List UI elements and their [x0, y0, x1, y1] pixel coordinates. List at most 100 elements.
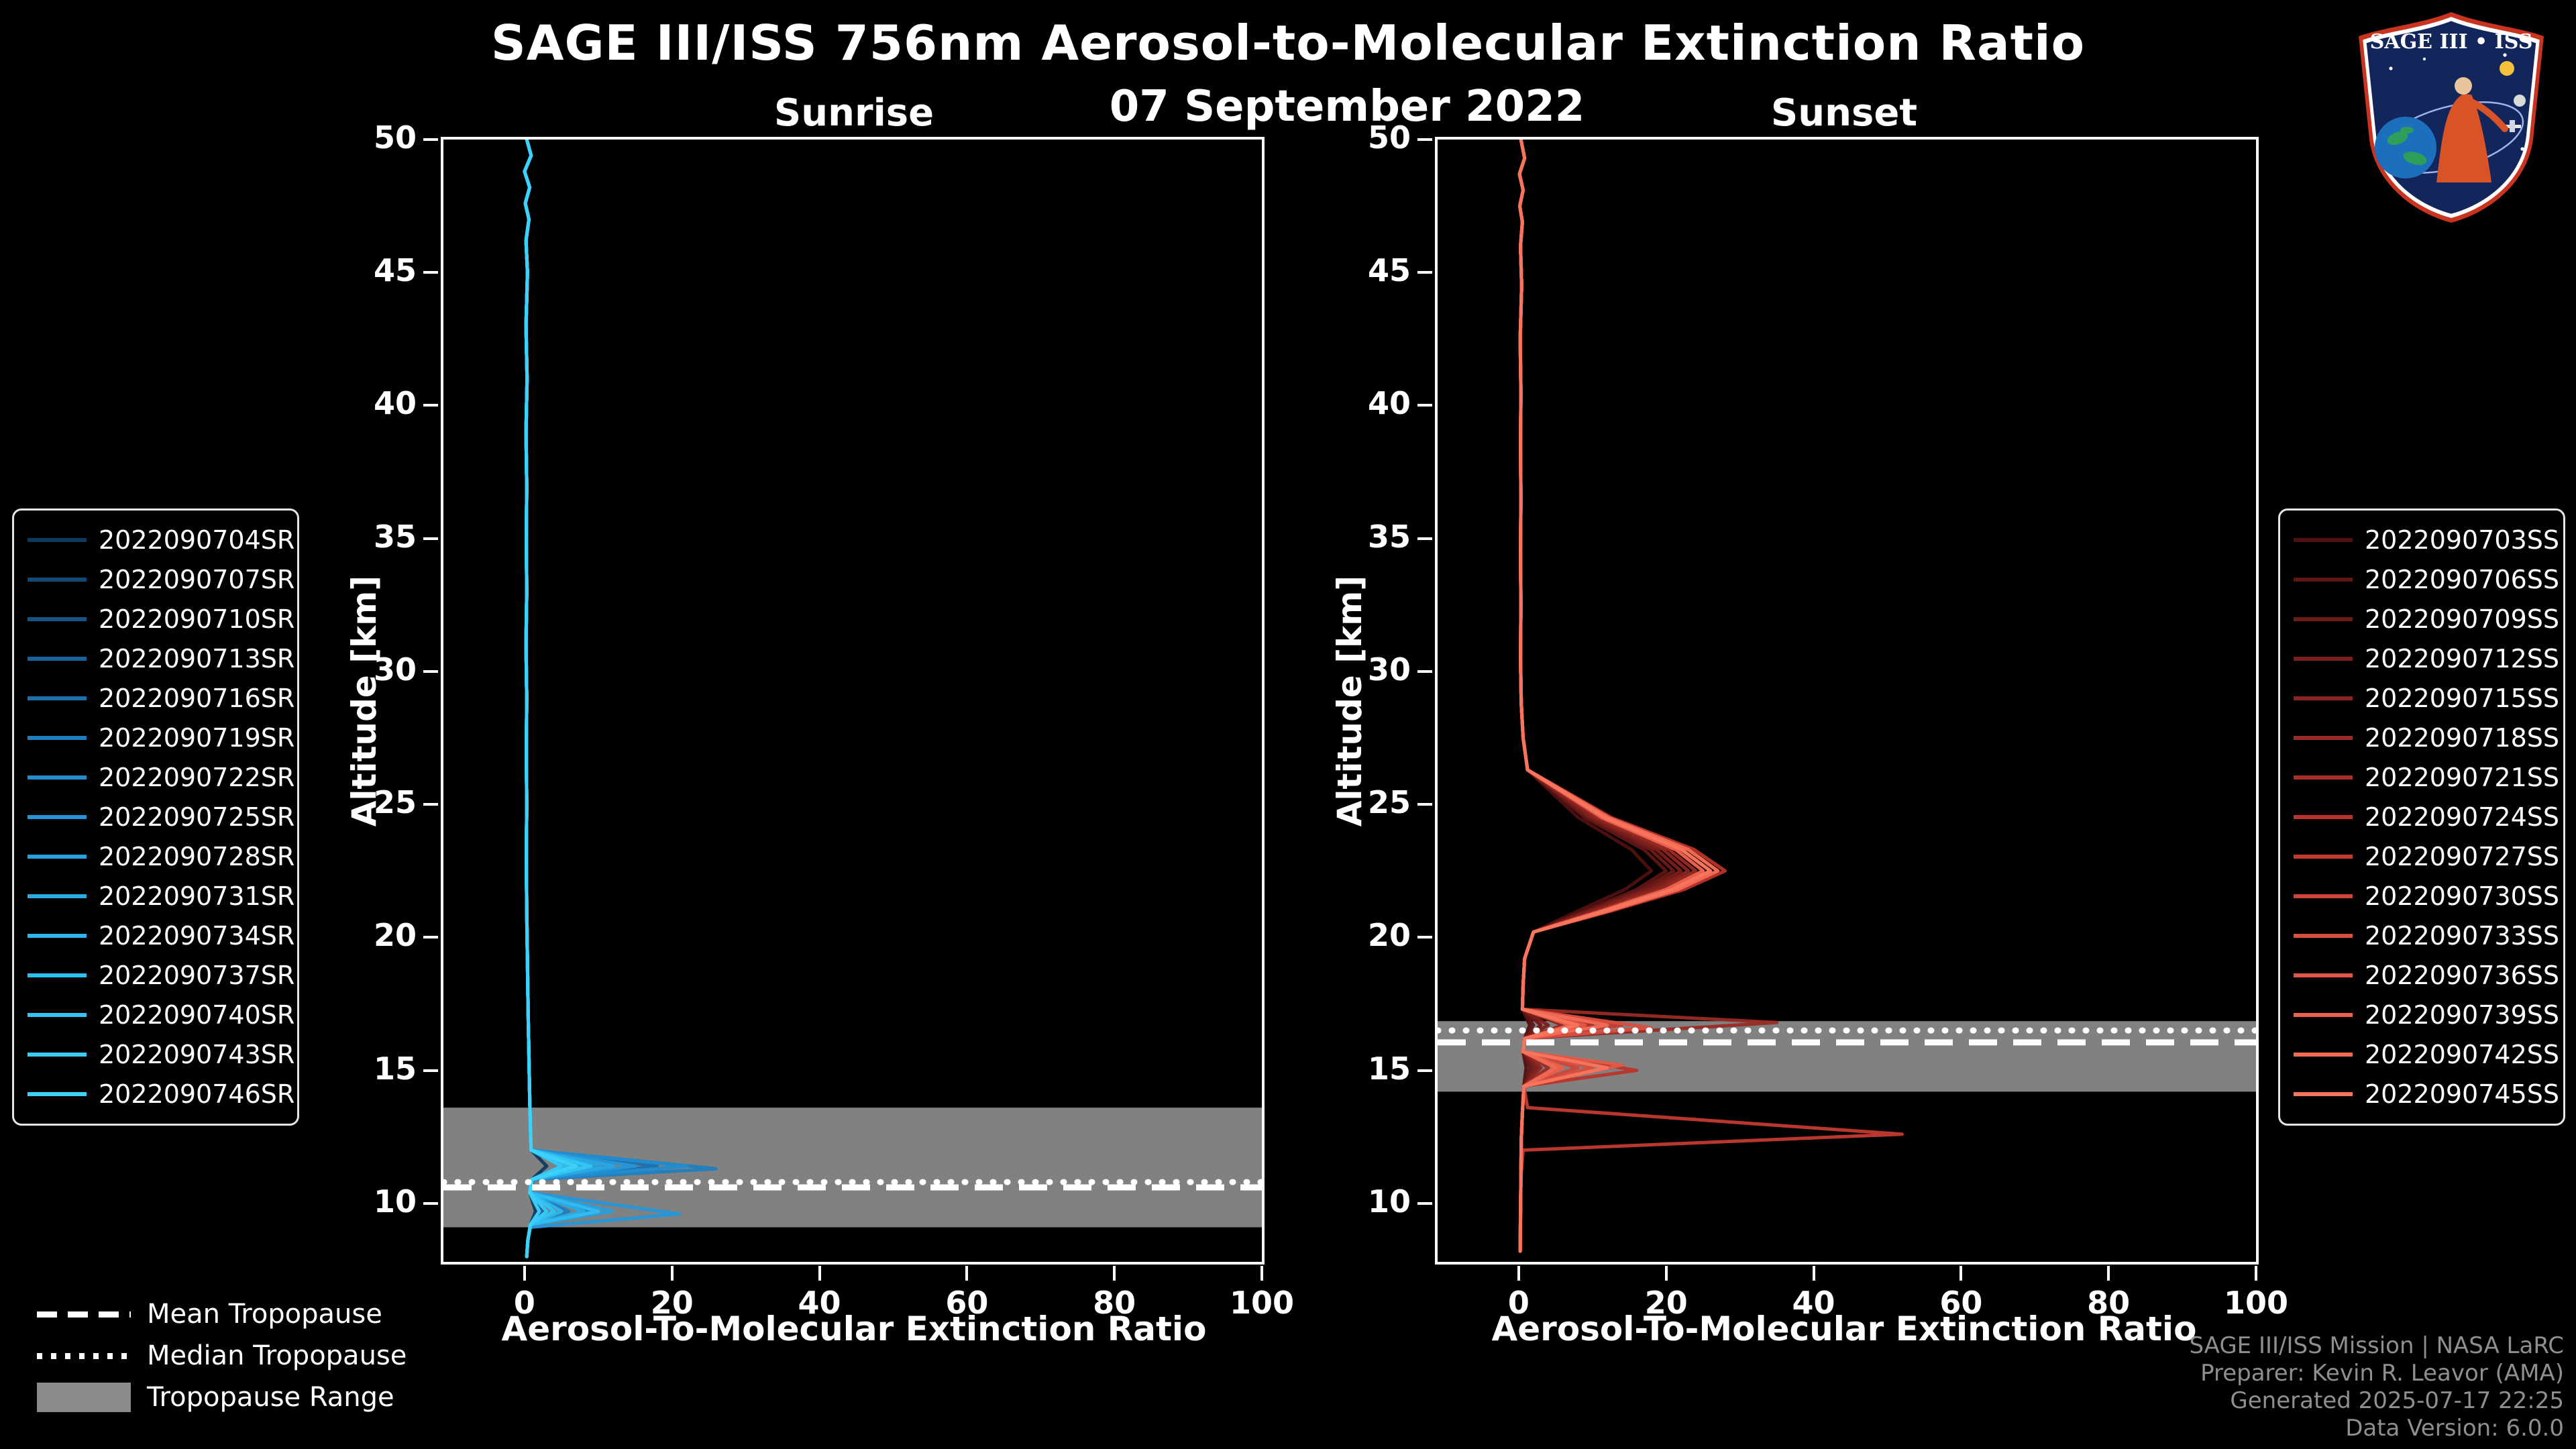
- sun-icon: [2500, 61, 2514, 76]
- legend-line-swatch: [28, 934, 87, 938]
- legend-line-swatch: [2294, 775, 2353, 780]
- profile-line: [523, 140, 586, 1258]
- legend-item: 2022090710SR: [28, 600, 294, 638]
- y-tick-label: 10: [373, 1183, 417, 1220]
- legend-label: 2022090742SS: [2365, 1040, 2560, 1070]
- legend-label: 2022090721SS: [2365, 762, 2560, 792]
- tropopause-legend-item: Median Tropopause: [37, 1340, 407, 1371]
- panel-title-sunrise: Sunrise: [773, 91, 934, 135]
- legend-line-swatch: [28, 656, 87, 661]
- legend-line-swatch: [2294, 1092, 2353, 1097]
- x-tick-label: 40: [1792, 1285, 1835, 1321]
- legend-label: 2022090731SR: [99, 881, 295, 912]
- tropopause-legend-label: Tropopause Range: [147, 1382, 394, 1413]
- legend-line-swatch: [2294, 696, 2353, 700]
- legend-label: 2022090736SS: [2365, 961, 2560, 991]
- x-tick-label: 100: [1229, 1285, 1295, 1321]
- legend-item: 2022090721SS: [2294, 759, 2559, 796]
- x-tick-label: 20: [1644, 1285, 1688, 1321]
- legend-line-swatch: [2294, 1013, 2353, 1018]
- moon-icon: [2514, 95, 2526, 107]
- y-axis-label-sunset: Altitude [km]: [1330, 575, 1369, 827]
- date-subtitle: 07 September 2022: [1109, 82, 1585, 131]
- sage-figure-arm: [2465, 97, 2508, 132]
- x-tick-mark: [1260, 1266, 1263, 1281]
- legend-item: 2022090731SR: [28, 877, 294, 915]
- y-tick-mark: [1417, 803, 1432, 806]
- legend-item: 2022090733SS: [2294, 917, 2559, 955]
- tropopause-dashed-swatch: [37, 1311, 131, 1318]
- y-tick-label: 45: [373, 252, 417, 289]
- sage-figure: [2436, 94, 2491, 182]
- legend-label: 2022090712SS: [2365, 643, 2560, 674]
- legend-line-swatch: [2294, 855, 2353, 859]
- legend-line-swatch: [28, 735, 87, 740]
- legend-item: 2022090716SR: [28, 680, 294, 717]
- legend-item: 2022090728SR: [28, 838, 294, 875]
- legend-label: 2022090722SR: [99, 762, 295, 792]
- legend-item: 2022090736SS: [2294, 957, 2559, 994]
- legend-label: 2022090703SS: [2365, 525, 2560, 555]
- legend-item: 2022090722SR: [28, 759, 294, 796]
- y-tick-mark: [1417, 1201, 1432, 1205]
- y-tick-label: 35: [373, 518, 417, 555]
- legend-item: 2022090727SS: [2294, 838, 2559, 875]
- sunset-plot-area: 0 20 40 60 80 100 10 15 20 25 30 35 40 45 50: [1368, 119, 2288, 1321]
- legend-item: 2022090737SR: [28, 957, 294, 994]
- legend-label: 2022090706SS: [2365, 564, 2560, 594]
- x-tick-label: 60: [945, 1285, 989, 1321]
- y-tick-mark: [423, 1069, 438, 1072]
- legend-item: 2022090706SS: [2294, 561, 2559, 598]
- legend-line-swatch: [2294, 1053, 2353, 1057]
- legend-item: 2022090742SS: [2294, 1036, 2559, 1073]
- legend-label: 2022090725SR: [99, 802, 295, 832]
- legend-label: 2022090737SR: [99, 961, 295, 991]
- legend-label: 2022090719SR: [99, 722, 295, 753]
- legend-label: 2022090734SR: [99, 921, 295, 951]
- y-tick-label: 10: [1367, 1183, 1411, 1220]
- legend-label: 2022090715SS: [2365, 683, 2560, 713]
- y-tick-mark: [423, 936, 438, 939]
- y-tick-mark: [1417, 138, 1432, 141]
- profile-line: [523, 140, 689, 1258]
- legend-line-swatch: [28, 1013, 87, 1018]
- legend-label: 2022090746SR: [99, 1079, 295, 1110]
- sunrise-chart: [443, 140, 1262, 1258]
- legend-line-swatch: [28, 973, 87, 978]
- y-tick-mark: [423, 271, 438, 274]
- y-tick-label: 25: [1367, 784, 1411, 821]
- legend-label: 2022090733SS: [2365, 921, 2560, 951]
- x-tick-label: 80: [1093, 1285, 1136, 1321]
- legend-item: 2022090740SR: [28, 996, 294, 1034]
- legend-label: 2022090745SS: [2365, 1079, 2560, 1110]
- earth-icon: [2375, 117, 2436, 178]
- y-tick-label: 25: [373, 784, 417, 821]
- footer-line: SAGE III/ISS Mission | NASA LaRC: [2189, 1332, 2564, 1359]
- x-tick-label: 20: [650, 1285, 694, 1321]
- mission-patch: SAGE III • ISS: [2359, 12, 2544, 223]
- legend-label: 2022090740SR: [99, 1000, 295, 1030]
- legend-item: 2022090739SS: [2294, 996, 2559, 1034]
- x-axis-label-sunset: Aerosol-To-Molecular Extinction Ratio: [1491, 1309, 2197, 1348]
- y-tick-label: 20: [373, 917, 417, 954]
- legend-line-swatch: [28, 775, 87, 780]
- x-axis-label-sunrise: Aerosol-To-Molecular Extinction Ratio: [501, 1309, 1207, 1348]
- y-tick-label: 40: [1367, 385, 1411, 422]
- x-tick-label: 40: [798, 1285, 841, 1321]
- sunset-series-legend: 2022090703SS 2022090706SS 2022090709SS 2022…: [2278, 508, 2565, 1126]
- profile-line: [1517, 140, 1713, 1253]
- profile-line: [523, 140, 586, 1258]
- y-tick-label: 30: [1367, 651, 1411, 688]
- y-tick-mark: [423, 1201, 438, 1205]
- legend-label: 2022090727SS: [2365, 842, 2560, 872]
- legend-item: 2022090713SR: [28, 640, 294, 678]
- y-tick-mark: [1417, 936, 1432, 939]
- tropopause-legend-label: Median Tropopause: [147, 1340, 407, 1371]
- profile-line: [523, 140, 659, 1258]
- legend-label: 2022090707SR: [99, 564, 295, 594]
- y-tick-mark: [423, 404, 438, 407]
- y-tick-label: 50: [373, 119, 417, 156]
- tropopause-patch-swatch: [37, 1383, 131, 1412]
- earth-land: [2387, 131, 2408, 146]
